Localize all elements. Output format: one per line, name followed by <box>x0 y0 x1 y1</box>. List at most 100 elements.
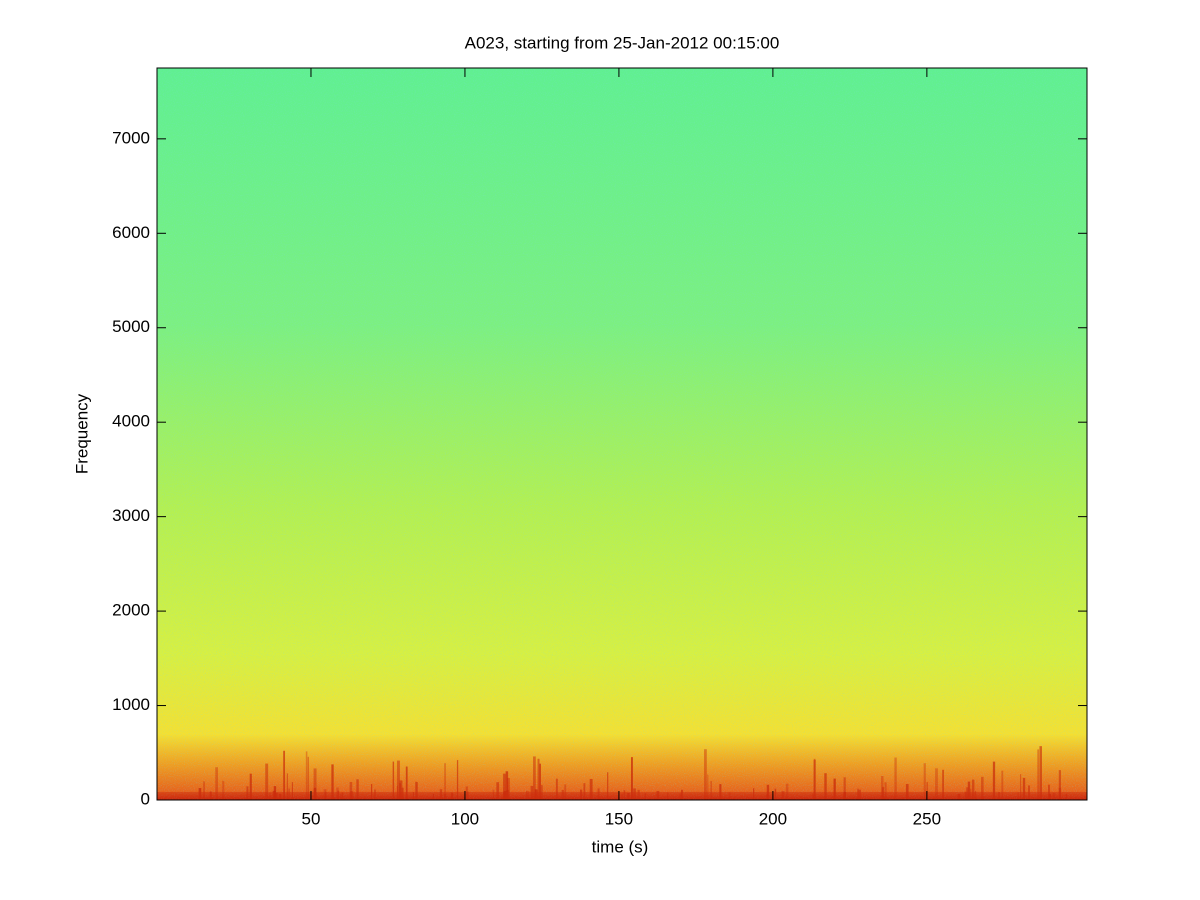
streak <box>350 791 354 800</box>
axes-box <box>156 67 1088 801</box>
streak <box>564 784 567 800</box>
y-tick-label: 4000 <box>112 412 150 431</box>
streak <box>1065 793 1068 800</box>
streak <box>644 793 646 800</box>
streak <box>812 793 814 800</box>
y-tick-label: 7000 <box>112 128 150 147</box>
streak <box>1039 746 1042 800</box>
streak <box>597 788 600 800</box>
streak <box>719 784 722 800</box>
streak <box>969 788 972 800</box>
y-axis-label: Frequency <box>72 393 91 474</box>
streak <box>401 787 404 800</box>
streak <box>1048 793 1052 800</box>
streak <box>405 766 408 800</box>
streak <box>905 784 909 800</box>
streak <box>555 778 558 800</box>
streak <box>337 790 340 800</box>
streak <box>533 756 536 800</box>
y-tick-label: 0 <box>141 789 150 808</box>
streak <box>580 789 583 800</box>
y-tick-label: 1000 <box>112 695 150 714</box>
streak <box>356 779 359 800</box>
streak <box>349 782 353 800</box>
streak <box>269 793 271 800</box>
streak <box>1020 774 1022 800</box>
band <box>157 792 1087 800</box>
x-tick-label: 100 <box>451 809 479 828</box>
spectrogram-streaks <box>157 746 1087 800</box>
streak <box>432 793 435 800</box>
streak <box>884 782 887 800</box>
streak <box>857 788 859 800</box>
streak <box>1048 784 1050 800</box>
streak <box>336 787 339 800</box>
x-tick-label: 250 <box>913 809 941 828</box>
streak <box>283 750 286 800</box>
streak <box>415 782 418 800</box>
streak <box>222 780 225 800</box>
y-tick-label: 5000 <box>112 317 150 336</box>
streak <box>656 790 660 800</box>
streak <box>450 792 453 800</box>
streak <box>1037 749 1039 800</box>
streak <box>813 758 816 800</box>
streak <box>313 768 317 800</box>
chart-title: A023, starting from 25-Jan-2012 00:15:00 <box>465 33 780 52</box>
streak <box>630 757 633 800</box>
x-tick-label: 200 <box>759 809 787 828</box>
x-tick-label: 50 <box>302 809 321 828</box>
streak <box>710 780 712 800</box>
y-tick-label: 3000 <box>112 506 150 525</box>
streak <box>198 788 202 800</box>
streak <box>858 789 861 800</box>
streak <box>374 789 376 800</box>
streak <box>526 790 528 800</box>
streak <box>341 792 344 800</box>
streak <box>496 782 500 800</box>
streak <box>412 792 414 800</box>
streak <box>331 764 334 800</box>
streak <box>465 786 468 800</box>
streak <box>1058 770 1061 800</box>
streak <box>397 760 400 800</box>
streak <box>286 773 288 800</box>
streak <box>633 788 636 800</box>
streak <box>1028 785 1030 800</box>
streak <box>1001 770 1004 800</box>
streak <box>249 773 252 800</box>
streak <box>466 791 469 800</box>
streak <box>964 791 967 800</box>
streak <box>637 789 640 800</box>
streak <box>935 768 938 800</box>
x-tick-label: 150 <box>605 809 633 828</box>
streak <box>1058 787 1062 800</box>
streak <box>766 784 770 800</box>
streak <box>620 793 624 800</box>
streak <box>981 776 984 800</box>
streak <box>444 763 446 800</box>
streak <box>992 761 996 800</box>
streak <box>324 791 327 800</box>
streak <box>288 788 290 800</box>
streak <box>667 792 669 800</box>
streak <box>215 767 218 800</box>
streak <box>707 774 709 800</box>
streak <box>997 792 1000 800</box>
streak <box>1052 793 1056 800</box>
streak <box>273 786 277 800</box>
streak <box>209 791 212 800</box>
streak <box>583 783 586 800</box>
streak <box>967 781 971 800</box>
streak <box>728 792 731 800</box>
streak <box>589 779 593 800</box>
streak <box>1022 777 1026 800</box>
streak <box>323 789 327 800</box>
streak <box>537 758 540 800</box>
streak <box>785 783 789 800</box>
streak <box>505 771 509 800</box>
streak <box>492 789 495 800</box>
streak <box>753 788 755 800</box>
x-axis-label: time (s) <box>592 837 649 856</box>
